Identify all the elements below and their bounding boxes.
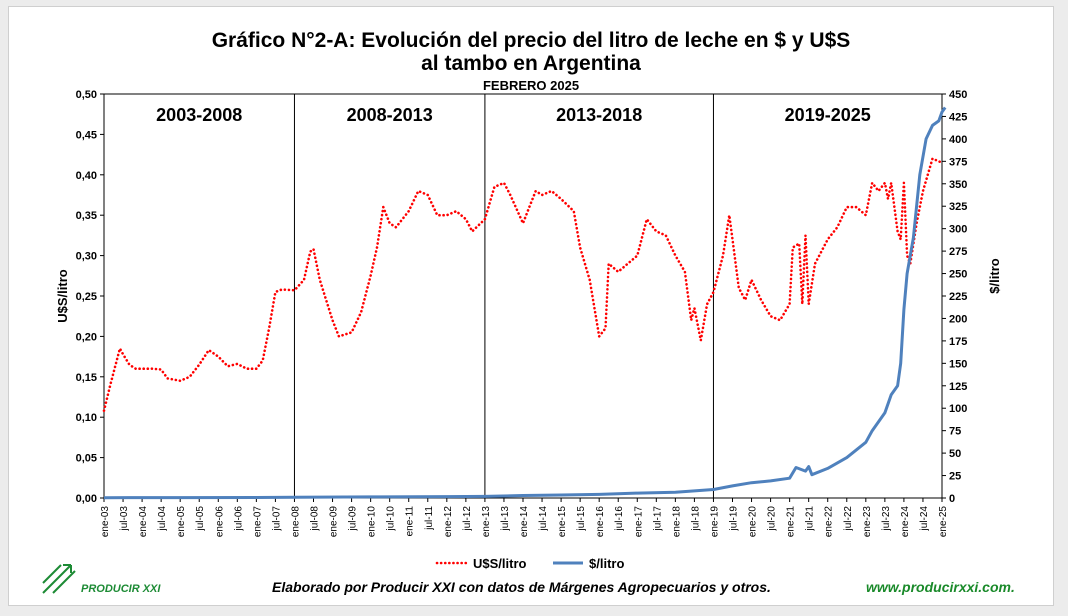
footer-url[interactable]: www.producirxxi.com. xyxy=(866,579,1015,595)
chart-title-line2: al tambo en Argentina xyxy=(421,52,641,75)
period-label: 2008-2013 xyxy=(347,105,433,125)
y-left-tick-label: 0,15 xyxy=(76,372,97,384)
y-left-axis-label: U$S/litro xyxy=(55,269,70,323)
x-tick-label: jul-22 xyxy=(843,506,854,532)
x-tick-label: ene-19 xyxy=(709,506,720,538)
y-right-tick-label: 150 xyxy=(949,358,967,370)
x-tick-label: ene-17 xyxy=(633,506,644,538)
x-tick-label: ene-14 xyxy=(519,506,530,538)
x-tick-label: jul-20 xyxy=(767,506,778,532)
y-left-tick-label: 0,25 xyxy=(76,291,97,303)
x-tick-label: jul-24 xyxy=(919,506,930,532)
series-line-ars xyxy=(103,106,947,500)
y-right-tick-label: 450 xyxy=(949,89,967,101)
x-tick-label: ene-15 xyxy=(557,506,568,538)
x-tick-label: jul-18 xyxy=(690,506,701,532)
y-right-tick-label: 375 xyxy=(949,156,967,168)
line-chart: 0,00 0,05 0,10 0,15 0,20 0,25 0,30 0,35 0,40 0,45… xyxy=(55,89,1002,571)
legend-label: U$S/litro xyxy=(473,556,527,571)
producir-logo: PRODUCIR XXI xyxy=(39,555,189,601)
chart-title: Gráfico N°2-A: Evolución del precio del … xyxy=(211,29,851,52)
y-right-tick-label: 225 xyxy=(949,291,967,303)
x-tick-label: ene-07 xyxy=(252,506,263,538)
series-line-usd xyxy=(102,157,944,412)
x-tick-label: jul-23 xyxy=(881,506,892,532)
x-tick-label: ene-24 xyxy=(900,506,911,538)
x-tick-label: ene-25 xyxy=(938,506,949,538)
y-right-tick-label: 300 xyxy=(949,224,967,236)
y-right-tick-label: 125 xyxy=(949,381,967,393)
x-tick-label: ene-05 xyxy=(176,506,187,538)
y-left-tick-label: 0,00 xyxy=(76,493,97,505)
x-tick-label: ene-22 xyxy=(824,506,835,538)
x-tick-label: jul-07 xyxy=(271,506,282,532)
x-tick-label: ene-03 xyxy=(100,506,111,538)
x-tick-label: ene-21 xyxy=(786,506,797,538)
x-tick-label: jul-06 xyxy=(233,506,244,532)
x-tick-label: jul-05 xyxy=(195,506,206,532)
y-right-tick-label: 250 xyxy=(949,269,967,281)
y-right-tick-label: 175 xyxy=(949,336,967,348)
x-tick-label: ene-08 xyxy=(290,506,301,538)
x-tick-label: ene-23 xyxy=(862,506,873,538)
x-tick-label: jul-03 xyxy=(119,506,130,532)
period-label: 2003-2008 xyxy=(156,105,242,125)
x-tick-label: jul-10 xyxy=(386,506,397,532)
x-tick-label: jul-11 xyxy=(424,506,435,531)
footer-credit: Elaborado por Producir XXI con datos de … xyxy=(272,579,771,595)
plot-area xyxy=(103,93,943,499)
y-right-tick-label: 350 xyxy=(949,179,967,191)
x-tick-label: jul-14 xyxy=(538,506,549,532)
y-left-tick-label: 0,20 xyxy=(76,331,97,343)
x-tick-label: jul-13 xyxy=(500,506,511,532)
period-label: 2013-2018 xyxy=(556,105,642,125)
chart-subtitle: FEBRERO 2025 xyxy=(482,78,580,93)
x-tick-label: ene-10 xyxy=(367,506,378,538)
y-left-tick-label: 0,10 xyxy=(76,412,97,424)
x-tick-label: ene-13 xyxy=(481,506,492,538)
y-right-tick-label: 400 xyxy=(949,134,967,146)
x-tick-label: jul-08 xyxy=(310,506,321,532)
x-tick-label: jul-16 xyxy=(614,506,625,532)
y-right-tick-label: 75 xyxy=(949,426,961,438)
x-tick-label: jul-21 xyxy=(805,506,816,532)
y-left-tick-label: 0,35 xyxy=(76,210,97,222)
y-right-tick-label: 275 xyxy=(949,246,967,258)
x-tick-label: jul-19 xyxy=(729,506,740,532)
x-tick-label: jul-17 xyxy=(652,506,663,532)
x-tick-label: jul-09 xyxy=(348,506,359,532)
x-tick-label: ene-16 xyxy=(595,506,606,538)
y-left-tick-label: 0,45 xyxy=(76,129,97,141)
y-left-tick-label: 0,50 xyxy=(76,89,97,101)
logo-mark-icon xyxy=(42,564,76,594)
x-tick-label: ene-18 xyxy=(671,506,682,538)
chart-frame: Gráfico N°2-A: Evolución del precio del … xyxy=(8,6,1054,606)
legend-label: $/litro xyxy=(589,556,624,571)
y-left-tick-label: 0,05 xyxy=(76,453,97,465)
x-tick-label: ene-12 xyxy=(443,506,454,538)
x-tick-label: jul-12 xyxy=(462,506,473,532)
y-right-tick-label: 425 xyxy=(949,111,967,123)
y-left-tick-label: 0,30 xyxy=(76,251,97,263)
x-tick-label: jul-04 xyxy=(157,506,168,532)
x-tick-label: ene-20 xyxy=(748,506,759,538)
x-tick-label: jul-15 xyxy=(576,506,587,532)
logo-text: PRODUCIR XXI xyxy=(81,583,161,595)
y-left-tick-label: 0,40 xyxy=(76,170,97,182)
y-right-tick-label: 325 xyxy=(949,201,967,213)
x-tick-label: ene-09 xyxy=(329,506,340,538)
period-label: 2019-2025 xyxy=(785,105,871,125)
y-right-axis-label: $/litro xyxy=(987,258,1002,293)
y-right-tick-label: 25 xyxy=(949,471,961,483)
y-right-tick-label: 0 xyxy=(949,493,955,505)
x-tick-label: ene-06 xyxy=(214,506,225,538)
y-right-tick-label: 50 xyxy=(949,448,961,460)
x-tick-label: ene-11 xyxy=(405,506,416,537)
x-tick-label: ene-04 xyxy=(138,506,149,538)
y-right-tick-label: 200 xyxy=(949,313,967,325)
y-right-tick-label: 100 xyxy=(949,403,967,415)
